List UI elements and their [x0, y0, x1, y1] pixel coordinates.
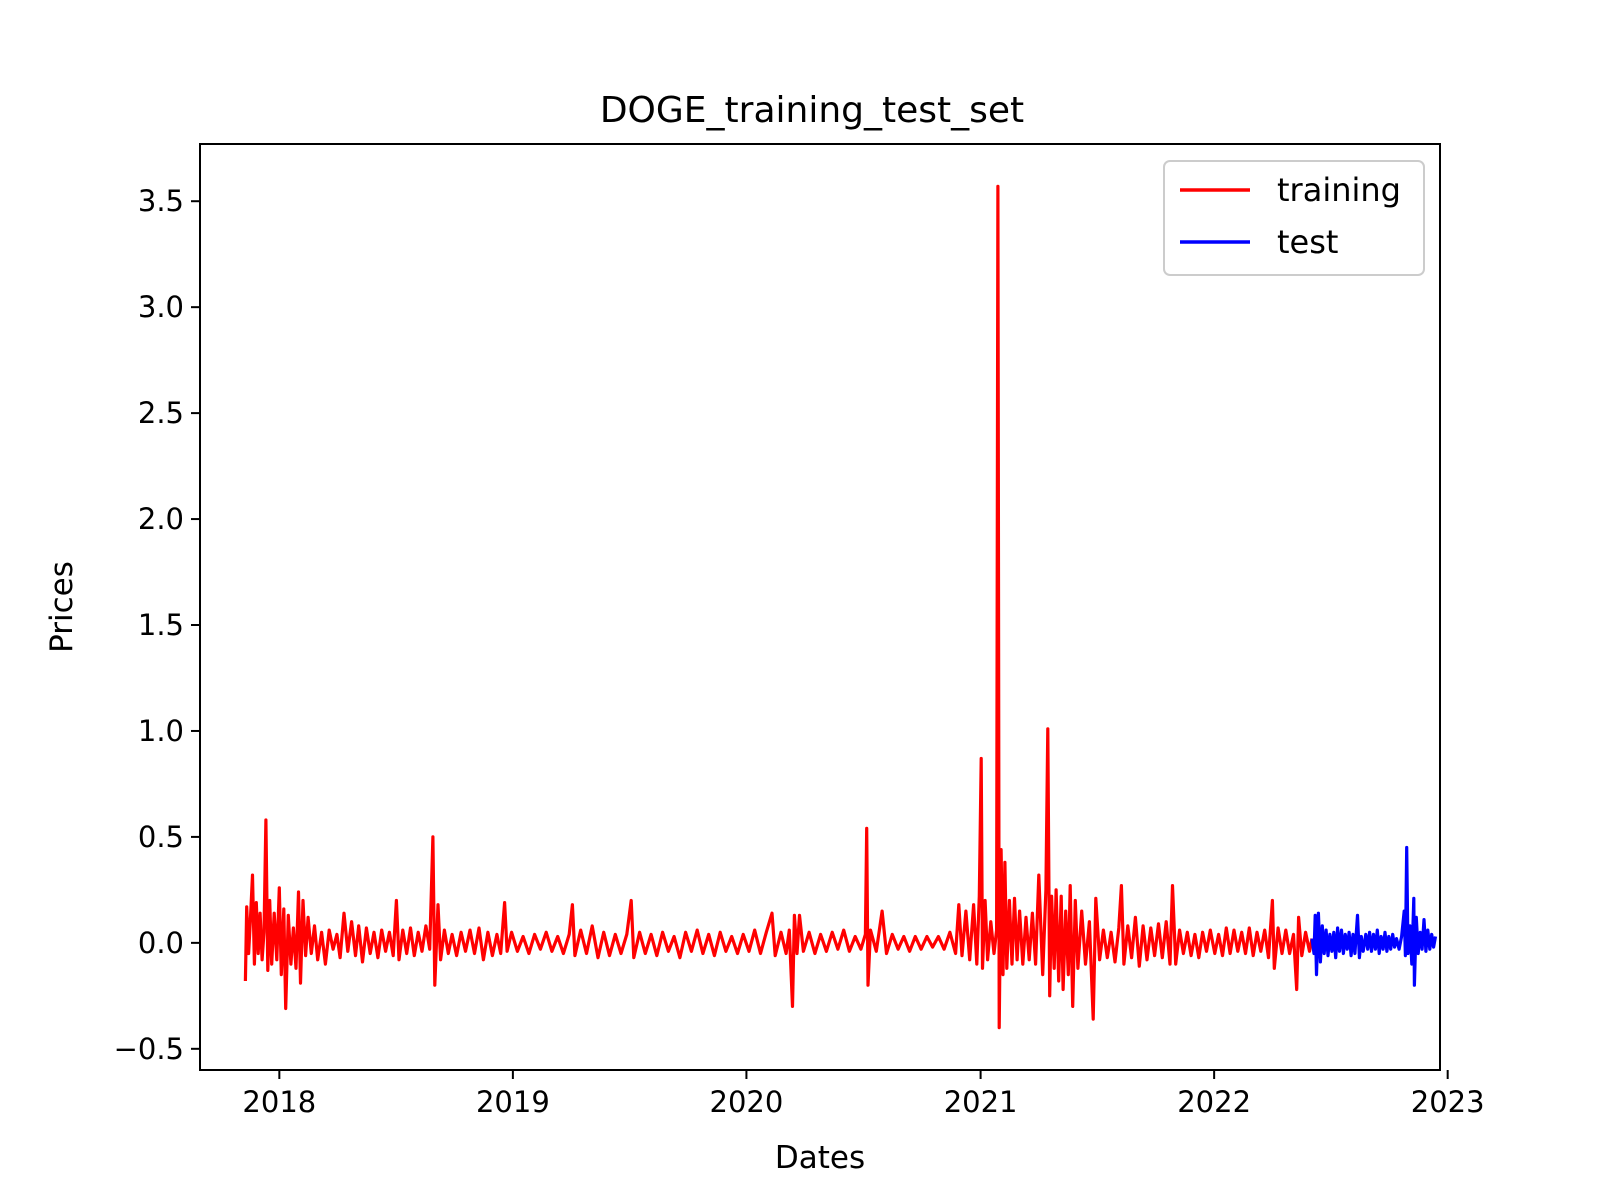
y-tick-label: 0.0: [138, 926, 184, 960]
x-tick-label: 2020: [710, 1085, 784, 1119]
plot-frame: [199, 143, 1441, 1071]
y-tick-label: 2.5: [138, 396, 184, 430]
x-tick-label: 2019: [476, 1085, 550, 1119]
y-axis: −0.5 0.0 0.5 1.0 1.5 2.0 2.5 3.0 3.5: [114, 184, 200, 1066]
x-tick-label: 2023: [1411, 1085, 1485, 1119]
y-tick-label: 1.5: [138, 608, 184, 642]
legend-label-test: test: [1277, 223, 1338, 261]
x-axis-label: Dates: [775, 1140, 865, 1176]
chart-title: DOGE_training_test_set: [600, 90, 1024, 131]
y-tick-label: 3.5: [138, 184, 184, 218]
x-tick-label: 2022: [1177, 1085, 1251, 1119]
x-axis: 2018 2019 2020 2021 2022 2023: [242, 1070, 1485, 1119]
series-line-test: [1310, 845, 1438, 987]
y-tick-label: 3.0: [138, 290, 184, 324]
y-axis-label: Prices: [44, 561, 80, 653]
y-tick-label: 2.0: [138, 502, 184, 536]
legend-label-training: training: [1277, 171, 1401, 209]
y-tick-label: 0.5: [138, 820, 184, 854]
legend: training test: [1163, 160, 1425, 276]
y-tick-label: 1.0: [138, 714, 184, 748]
y-tick-label: −0.5: [114, 1032, 184, 1066]
series-line-training: [243, 184, 1314, 1030]
x-tick-label: 2021: [944, 1085, 1018, 1119]
x-tick-label: 2018: [242, 1085, 316, 1119]
series-layer: [243, 184, 1438, 1030]
